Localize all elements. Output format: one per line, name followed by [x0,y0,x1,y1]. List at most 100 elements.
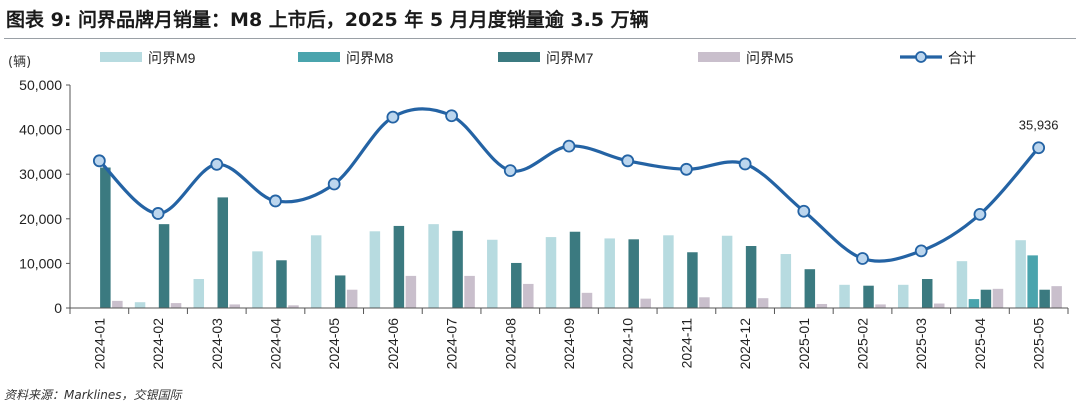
bar-m7 [511,262,522,308]
x-tick-label: 2024-01 [91,318,107,370]
total-point [327,177,341,191]
bar-m7 [158,224,170,308]
x-tick-label: 2024-10 [620,318,636,370]
bar-m5 [229,304,241,308]
bar-m9 [721,235,733,308]
bar-m8 [1027,255,1038,308]
bar-m5 [288,305,299,308]
bar-m7 [804,269,816,308]
bar-m5 [405,275,417,308]
bar-m9 [663,235,674,308]
bar-m9 [897,284,909,308]
total-line-series [92,107,1046,265]
y-tick-label: 20,000 [19,211,62,227]
legend-swatch-m8 [298,52,340,62]
bar-m7 [393,225,405,308]
legend-swatch-m9 [100,52,142,62]
bar-m7 [628,239,639,308]
sales-chart: 问界M9 问界M8 问界M7 问界M5 合计 0 10,000 20,000 30,000 40… [19,50,1069,370]
x-tick-label: 2024-05 [326,318,342,370]
total-point [680,162,693,176]
total-point [738,157,752,171]
y-axis-unit: (辆) [8,55,32,70]
total-point [269,194,282,208]
y-tick-label: 10,000 [19,255,62,271]
bar-m9 [839,284,850,308]
y-tick-label: 40,000 [19,122,62,138]
bar-m9 [252,251,263,308]
bar-m7 [687,252,698,308]
total-point [562,139,576,153]
legend-swatch-m7 [498,52,540,62]
x-tick-label: 2024-04 [267,318,283,370]
total-line [98,107,1040,263]
bar-m7 [276,260,287,308]
bar-m9 [487,239,498,308]
total-point [856,252,869,265]
total-point [503,164,517,178]
bar-m5 [992,288,1004,308]
source-note: 资料来源：Marklines，交银国际 [4,388,182,402]
chart-legend: 问界M9 问界M8 问界M7 问界M5 合计 [100,50,976,66]
bar-m7 [100,167,111,308]
bar-m9 [193,279,205,308]
y-tick-label: 50,000 [19,77,62,93]
x-tick-label: 2025-01 [796,318,812,370]
bar-m5 [346,289,358,308]
y-axis: 0 10,000 20,000 30,000 40,000 50,000 [19,77,71,316]
bar-m7 [217,197,229,308]
bar-m9 [545,237,557,308]
bar-m9 [1015,240,1026,308]
x-tick-label: 2025-02 [855,318,871,370]
x-tick-label: 2024-09 [561,318,577,370]
bar-m5 [523,283,534,308]
x-tick-label: 2024-03 [209,318,225,370]
bar-m5 [875,304,886,308]
total-point [210,157,224,171]
x-tick-label: 2024-08 [502,318,518,370]
bar-m5 [170,303,182,308]
bar-m7 [980,289,992,308]
data-label: 35,936 [1019,118,1059,133]
bar-m5 [112,300,123,308]
bar-m7 [569,231,581,308]
x-tick-label: 2024-12 [737,318,753,370]
total-point [386,110,400,124]
bar-m9 [428,224,439,308]
bar-m9 [310,235,322,308]
bar-m5 [464,275,475,308]
bar-m8 [968,299,980,308]
total-point [973,207,987,221]
total-point [92,154,106,168]
total-point [914,244,928,258]
bar-m7 [452,230,463,308]
x-tick-label: 2025-05 [1031,318,1047,370]
x-tick-label: 2024-02 [150,318,166,370]
bar-m7 [745,246,757,308]
y-tick-label: 30,000 [19,166,62,182]
bar-m9 [369,231,381,308]
legend-label-total: 合计 [948,50,976,66]
bar-m5 [757,298,769,308]
bar-m5 [699,297,710,308]
total-point [797,204,811,218]
title-divider [4,38,1076,39]
legend-label-m5: 问界M5 [746,50,794,66]
legend-swatch-m5 [698,52,740,62]
legend-marker-total [915,51,927,63]
bar-m5 [816,303,828,308]
y-tick-label: 0 [54,300,62,316]
bar-m9 [134,302,146,308]
x-tick-label: 2025-04 [972,318,988,370]
bar-m5 [640,298,651,308]
total-point [151,207,165,220]
bar-m7 [921,279,933,308]
bar-m7 [1039,289,1050,308]
bar-m9 [956,261,968,308]
legend-label-m8: 问界M8 [346,50,394,66]
total-point [445,109,458,123]
x-tick-label: 2024-07 [444,318,460,370]
bar-m7 [863,285,874,308]
x-axis: 2024-01 2024-02 2024-03 2024-04 2024-05 2024-… [69,307,1069,370]
bar-m9 [780,254,792,308]
